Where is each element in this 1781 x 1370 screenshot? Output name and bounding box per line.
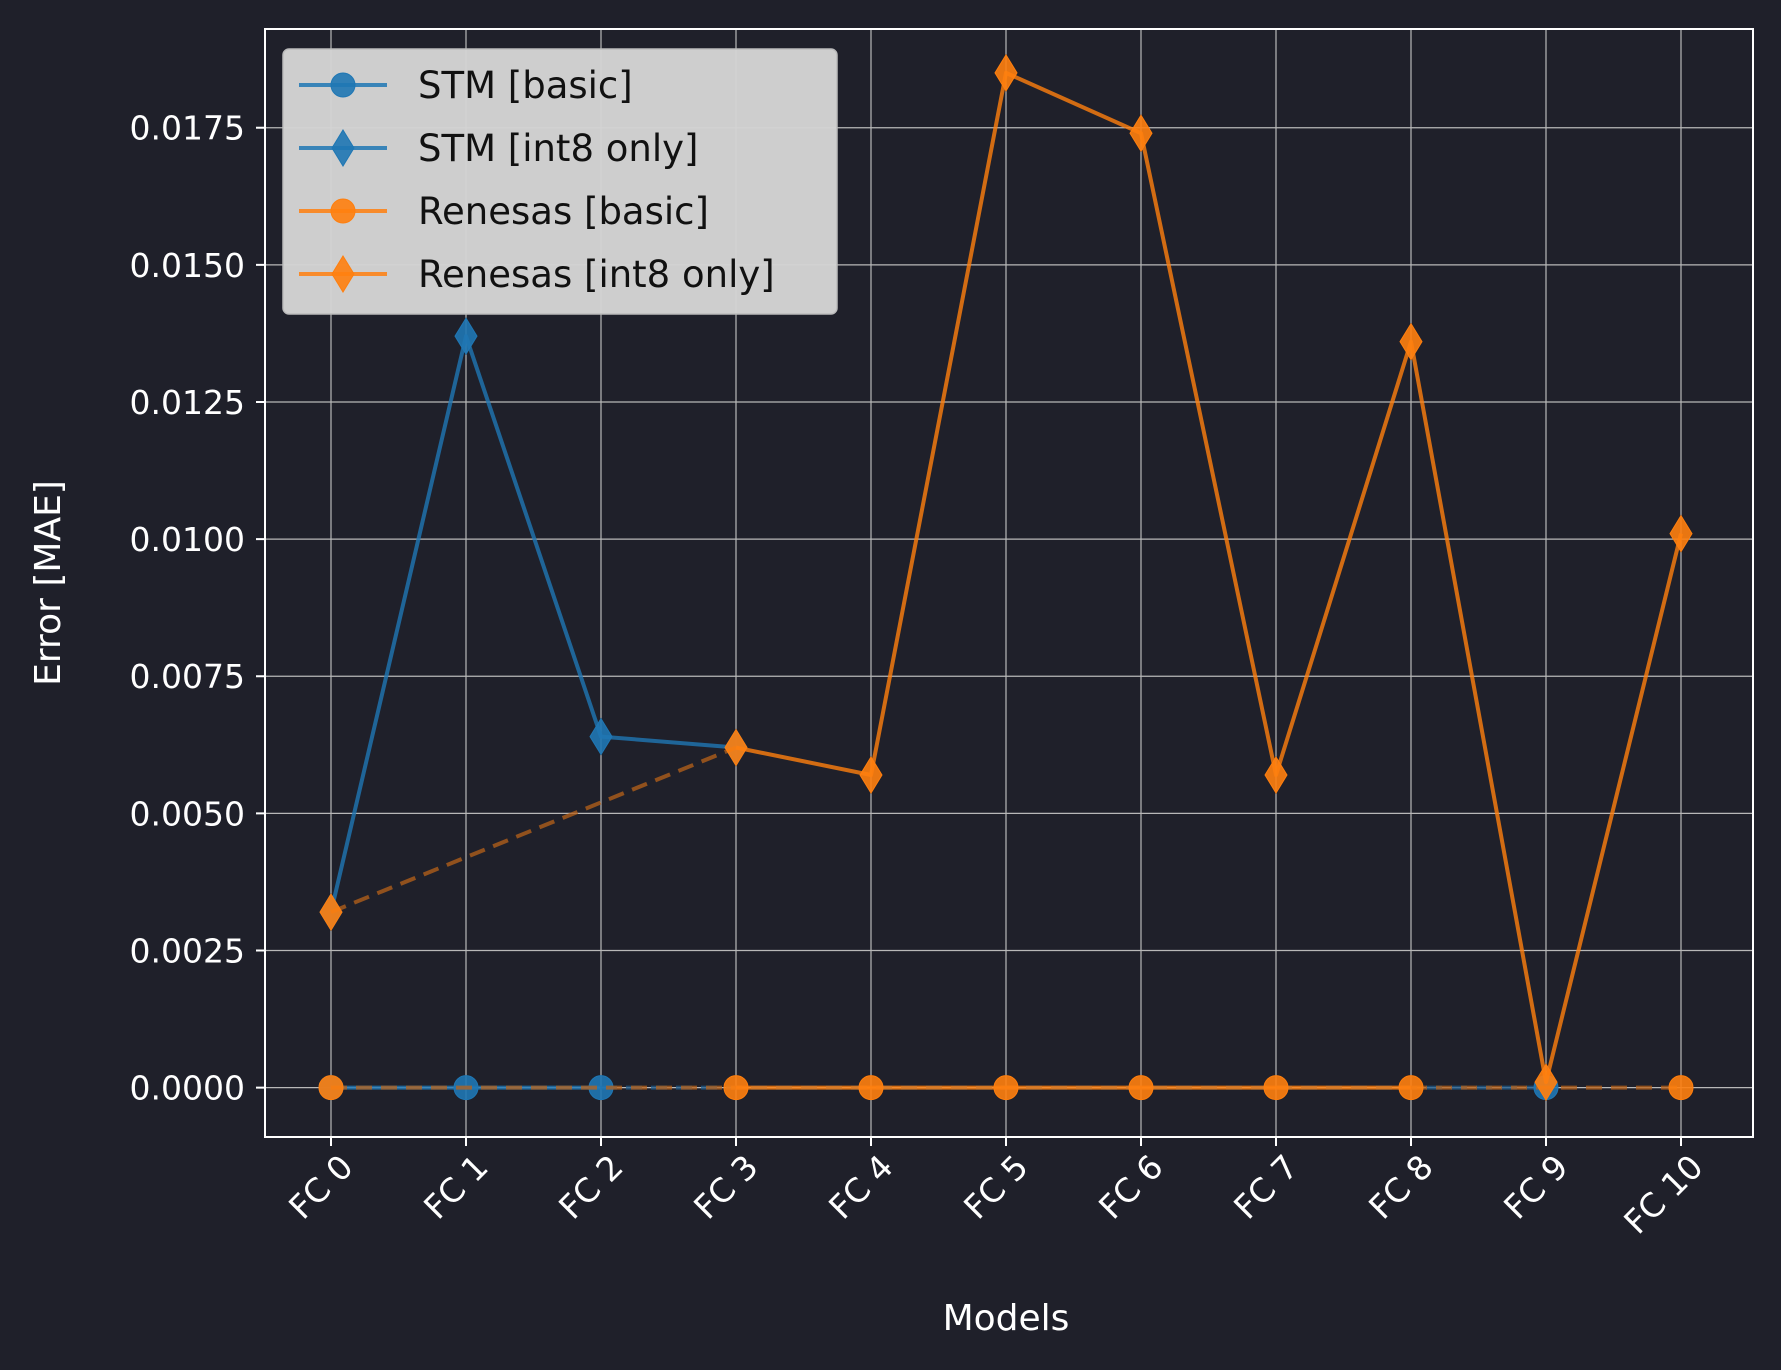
data-point [859,756,883,794]
data-point [1398,1075,1424,1101]
y-tick-label: 0.0025 [130,932,245,971]
legend-box [282,48,838,315]
data-point [1669,514,1693,553]
data-point [1128,1075,1154,1101]
series-renesas-int8-only [319,53,1693,1102]
legend-marker [331,255,355,293]
y-tick-label: 0.0100 [130,520,245,559]
legend-marker [330,198,356,224]
series-line [735,70,1683,1085]
data-point [319,893,343,932]
legend-marker [331,129,355,167]
legend-label: STM [basic] [418,64,633,107]
y-tick-label: 0.0150 [130,246,245,285]
data-point [1534,1063,1558,1102]
data-point [1129,114,1153,153]
data-point [1399,322,1423,361]
legend-label: STM [int8 only] [418,127,698,170]
series-line [329,334,737,913]
y-tick-label: 0.0050 [130,794,245,833]
data-point [994,53,1018,92]
data-point [1668,1075,1694,1101]
legend-label: Renesas [int8 only] [418,253,775,296]
data-point [724,728,748,767]
data-point [454,317,478,356]
y-tick-label: 0.0175 [130,109,245,148]
data-point [1263,1075,1289,1101]
y-tick-label: 0.0075 [130,657,245,696]
legend: STM [basic] STM [int8 only] Renesas [basic… [282,48,838,315]
legend-label: Renesas [basic] [418,190,709,233]
data-point [993,1075,1019,1101]
data-series [318,53,1694,1102]
y-tick-label: 0.0000 [130,1069,245,1108]
y-tick-label: 0.0125 [130,383,245,422]
legend-marker [330,72,356,98]
data-point [318,1075,344,1101]
data-point [1264,756,1288,794]
y-axis-title: Error [MAE] [28,480,69,686]
plot-frame [264,28,1754,1138]
series-gap-line [330,745,737,914]
data-point [858,1075,884,1101]
data-point [589,717,613,756]
x-axis-title: Models [943,1298,1070,1339]
data-point [723,1075,749,1101]
